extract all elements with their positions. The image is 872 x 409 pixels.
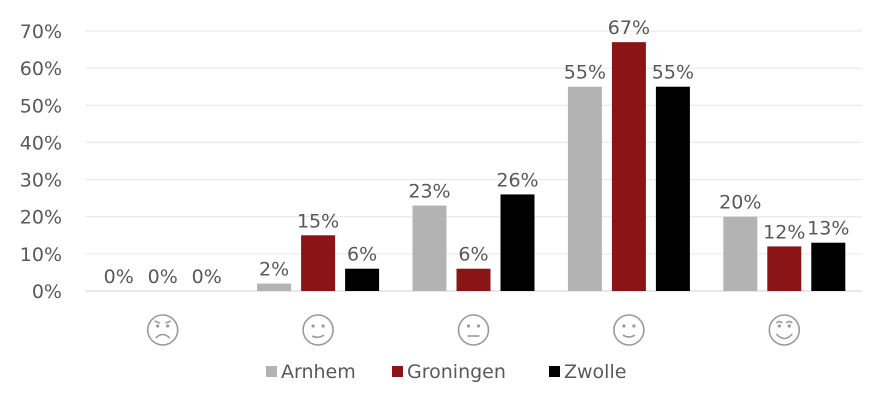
data-label: 2% <box>259 259 289 281</box>
neutral-icon <box>457 314 490 346</box>
bar <box>257 283 292 291</box>
data-labels: 0% 0% 0% 2% 15% 6% 23% 6% 26% 55% 67% 55% 20%12% 13% <box>104 17 850 288</box>
very-happy-icon <box>768 314 801 346</box>
legend-label: Groningen <box>407 361 506 383</box>
data-label: 0% <box>104 266 134 288</box>
slightly-unhappy-icon <box>302 314 334 346</box>
legend-label: Zwolle <box>564 361 626 383</box>
category-icons <box>146 314 801 346</box>
gridlines <box>85 30 862 292</box>
data-label: 26% <box>496 169 538 191</box>
legend-swatch <box>549 366 560 377</box>
data-label: 23% <box>408 181 450 203</box>
bar <box>301 235 336 291</box>
data-label: 0% <box>192 266 222 288</box>
bar <box>500 194 535 291</box>
data-label: 15% <box>297 210 339 232</box>
bar <box>767 246 802 291</box>
bar <box>811 242 846 291</box>
bar <box>723 216 758 291</box>
bar <box>567 86 602 291</box>
y-axis-tick-labels: 0% 10% 20% 30% 40% 50% 60% 70% <box>20 21 62 303</box>
y-tick-label: 20% <box>20 207 62 229</box>
y-tick-label: 30% <box>20 170 62 192</box>
legend: Arnhem Groningen Zwolle <box>266 361 626 383</box>
very-unhappy-icon <box>146 314 179 346</box>
data-label: 55% <box>652 62 694 84</box>
bars <box>257 42 846 292</box>
slightly-happy-icon <box>613 314 645 346</box>
bar <box>456 268 491 291</box>
data-label: 0% <box>148 266 178 288</box>
data-label: 20% <box>719 192 761 214</box>
y-tick-label: 0% <box>32 281 62 303</box>
legend-swatch <box>392 366 403 377</box>
bar <box>611 42 646 292</box>
y-tick-label: 10% <box>20 244 62 266</box>
data-label: 6% <box>347 244 377 266</box>
y-tick-label: 40% <box>20 132 62 154</box>
bar <box>412 205 447 291</box>
data-label: 55% <box>564 62 606 84</box>
data-label: 13% <box>807 218 849 240</box>
data-label: 67% <box>608 17 650 39</box>
data-label: 12% <box>763 221 805 243</box>
legend-swatch <box>266 366 277 377</box>
bar <box>655 86 690 291</box>
y-tick-label: 70% <box>20 21 62 43</box>
y-tick-label: 60% <box>20 58 62 80</box>
bar <box>345 268 380 291</box>
legend-label: Arnhem <box>281 361 356 383</box>
data-label: 6% <box>458 244 488 266</box>
y-tick-label: 50% <box>20 95 62 117</box>
